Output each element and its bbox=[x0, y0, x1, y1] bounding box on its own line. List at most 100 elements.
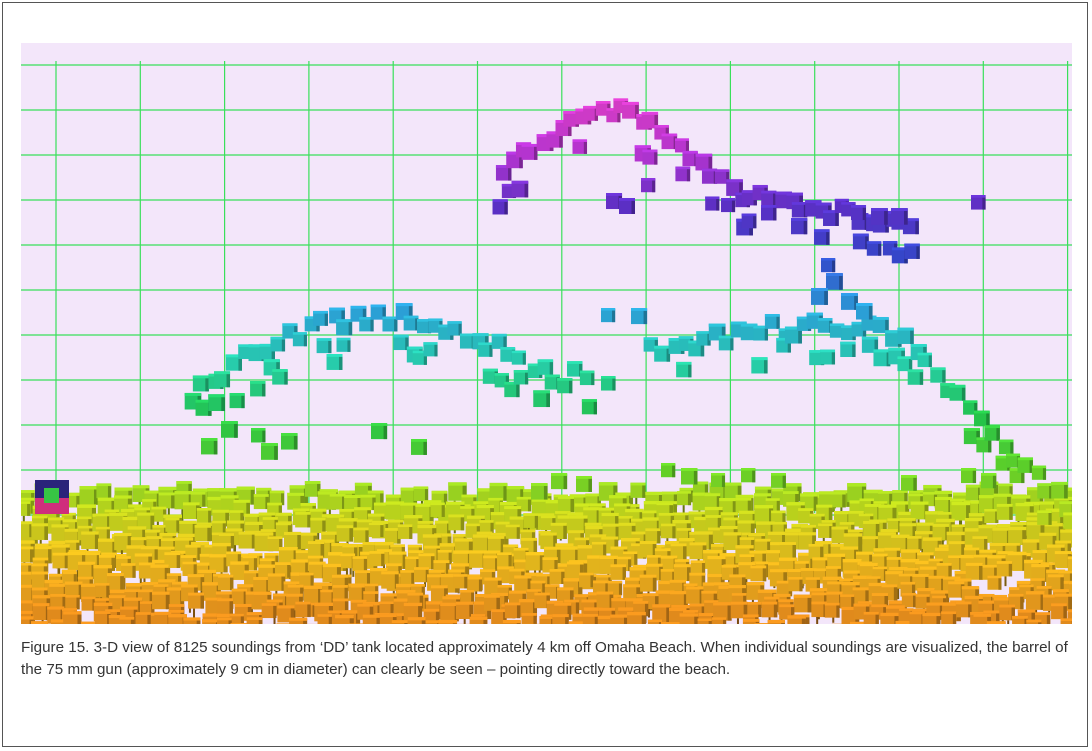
tank-sounding bbox=[281, 433, 298, 450]
seabed-sounding bbox=[392, 620, 408, 624]
tank-sounding bbox=[853, 234, 869, 250]
tank-sounding bbox=[984, 425, 999, 440]
tank-sounding bbox=[702, 169, 717, 184]
tank-sounding bbox=[974, 411, 990, 427]
seabed-sounding bbox=[583, 614, 598, 624]
seabed-sounding bbox=[82, 597, 96, 611]
tank-sounding bbox=[423, 342, 437, 356]
tank-sounding bbox=[601, 376, 616, 391]
tank-sounding bbox=[908, 369, 923, 384]
tank-sounding bbox=[981, 473, 996, 488]
seabed-sounding bbox=[863, 521, 879, 537]
seabed-sounding bbox=[197, 508, 212, 523]
figure-3d-soundings bbox=[21, 43, 1072, 624]
seabed-sounding bbox=[787, 615, 806, 624]
tank-sounding bbox=[851, 205, 866, 220]
tank-sounding bbox=[619, 198, 635, 214]
seabed-sounding bbox=[182, 562, 196, 576]
seabed-sounding bbox=[31, 621, 48, 624]
tank-sounding bbox=[250, 381, 265, 396]
tank-sounding bbox=[971, 195, 986, 210]
seabed-sounding bbox=[984, 509, 998, 523]
tank-sounding bbox=[492, 334, 507, 349]
tank-sounding bbox=[826, 273, 843, 290]
seabed-sounding bbox=[65, 595, 79, 609]
scale-marker bbox=[35, 480, 69, 514]
seabed-sounding bbox=[597, 592, 614, 609]
tank-sounding bbox=[840, 342, 855, 357]
tank-sounding bbox=[576, 476, 592, 492]
seabed-sounding bbox=[363, 615, 381, 624]
tank-sounding bbox=[512, 351, 526, 365]
seabed-sounding bbox=[506, 525, 520, 539]
tank-sounding bbox=[873, 349, 890, 366]
seabed-sounding bbox=[505, 603, 521, 619]
tank-sounding bbox=[741, 468, 755, 482]
tank-sounding bbox=[208, 394, 225, 411]
tank-sounding bbox=[583, 106, 598, 121]
tank-sounding bbox=[721, 198, 735, 212]
tank-sounding bbox=[642, 150, 657, 165]
seabed-sounding bbox=[183, 617, 200, 624]
tank-sounding bbox=[711, 473, 725, 487]
tank-sounding bbox=[512, 181, 529, 198]
seabed-sounding bbox=[398, 524, 413, 539]
tank-sounding bbox=[1037, 510, 1051, 524]
seabed-sounding bbox=[289, 618, 307, 624]
seabed-sounding bbox=[21, 521, 33, 537]
seabed-sounding bbox=[558, 496, 574, 512]
tank-sounding bbox=[631, 308, 647, 324]
seabed-sounding bbox=[987, 621, 1006, 624]
tank-sounding bbox=[317, 338, 332, 353]
seabed-sounding bbox=[165, 518, 179, 532]
tank-sounding bbox=[533, 390, 550, 407]
seabed-sounding bbox=[284, 532, 301, 549]
seabed-sounding bbox=[1026, 620, 1041, 624]
seabed-sounding bbox=[539, 616, 554, 624]
seabed-sounding bbox=[430, 503, 444, 517]
seabed-sounding bbox=[686, 586, 703, 603]
seabed-sounding bbox=[997, 504, 1013, 520]
seabed-sounding bbox=[352, 556, 367, 571]
tank-sounding bbox=[681, 468, 697, 484]
tank-sounding bbox=[961, 468, 976, 483]
seabed-sounding bbox=[698, 618, 712, 624]
seabed-sounding bbox=[661, 622, 680, 624]
tank-sounding bbox=[904, 244, 919, 259]
tank-sounding bbox=[897, 328, 913, 344]
tank-sounding bbox=[918, 353, 932, 367]
tank-sounding bbox=[538, 359, 553, 374]
tank-sounding bbox=[761, 191, 776, 206]
seabed-sounding bbox=[755, 505, 774, 524]
tank-sounding bbox=[856, 303, 873, 320]
seabed-sounding bbox=[610, 615, 628, 624]
seabed-sounding bbox=[627, 612, 646, 624]
tank-sounding bbox=[1063, 512, 1072, 528]
tank-sounding bbox=[814, 229, 830, 245]
seabed-sounding bbox=[1068, 556, 1072, 571]
tank-sounding bbox=[551, 473, 567, 489]
tank-sounding bbox=[719, 336, 734, 351]
tank-sounding bbox=[478, 342, 492, 356]
seabed-sounding bbox=[369, 522, 384, 537]
seabed-sounding bbox=[550, 569, 565, 584]
tank-sounding bbox=[514, 370, 528, 384]
seabed-sounding bbox=[96, 514, 111, 529]
seabed-sounding bbox=[152, 592, 170, 610]
tank-sounding bbox=[582, 399, 597, 414]
seabed-sounding bbox=[254, 494, 269, 509]
seabed-sounding bbox=[788, 577, 802, 591]
tank-sounding bbox=[293, 332, 307, 346]
tank-sounding bbox=[742, 214, 757, 229]
tank-sounding bbox=[1017, 457, 1032, 472]
seabed-sounding bbox=[503, 620, 521, 624]
seabed-sounding bbox=[136, 612, 151, 624]
seabed-sounding bbox=[809, 544, 824, 559]
tank-sounding bbox=[675, 167, 690, 182]
tank-sounding bbox=[871, 208, 888, 225]
seabed-sounding bbox=[966, 563, 983, 580]
seabed-sounding bbox=[648, 620, 662, 624]
tank-sounding bbox=[393, 335, 408, 350]
tank-sounding bbox=[999, 440, 1014, 455]
seabed-sounding bbox=[119, 617, 134, 624]
